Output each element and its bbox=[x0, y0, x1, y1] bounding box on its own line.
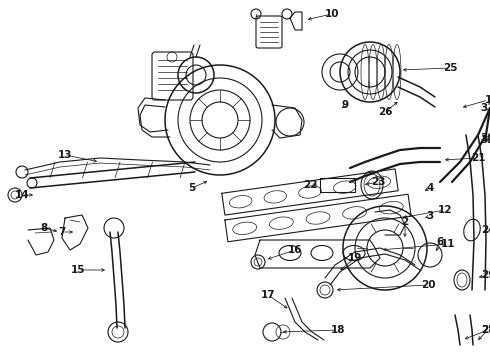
Text: 31: 31 bbox=[481, 103, 490, 113]
Text: 22: 22 bbox=[303, 180, 317, 190]
Text: 24: 24 bbox=[481, 225, 490, 235]
FancyBboxPatch shape bbox=[152, 52, 193, 100]
Text: 10: 10 bbox=[325, 9, 339, 19]
Text: 2: 2 bbox=[401, 217, 409, 227]
Text: 27: 27 bbox=[481, 325, 490, 335]
Text: 29: 29 bbox=[481, 270, 490, 280]
Text: 17: 17 bbox=[261, 290, 275, 300]
Text: 23: 23 bbox=[371, 177, 385, 187]
Text: 1: 1 bbox=[485, 95, 490, 105]
Text: 6: 6 bbox=[437, 237, 443, 247]
Text: 13: 13 bbox=[58, 150, 72, 160]
Text: 11: 11 bbox=[441, 239, 455, 249]
Text: 28: 28 bbox=[481, 325, 490, 335]
Text: 7: 7 bbox=[58, 227, 66, 237]
Text: 16: 16 bbox=[288, 245, 302, 255]
Text: 30: 30 bbox=[481, 133, 490, 143]
Text: 15: 15 bbox=[71, 265, 85, 275]
Text: 14: 14 bbox=[15, 190, 29, 200]
Text: 12: 12 bbox=[438, 205, 452, 215]
FancyBboxPatch shape bbox=[256, 16, 282, 48]
Text: 9: 9 bbox=[342, 100, 348, 110]
Text: 8: 8 bbox=[40, 223, 48, 233]
Text: 5: 5 bbox=[188, 183, 196, 193]
Text: 26: 26 bbox=[378, 107, 392, 117]
Text: 3: 3 bbox=[426, 211, 434, 221]
Text: 32: 32 bbox=[481, 135, 490, 145]
Text: 18: 18 bbox=[331, 325, 345, 335]
Text: 20: 20 bbox=[421, 280, 435, 290]
Text: 25: 25 bbox=[443, 63, 457, 73]
Text: 19: 19 bbox=[348, 253, 362, 263]
Text: 4: 4 bbox=[426, 183, 434, 193]
Text: 21: 21 bbox=[471, 153, 485, 163]
